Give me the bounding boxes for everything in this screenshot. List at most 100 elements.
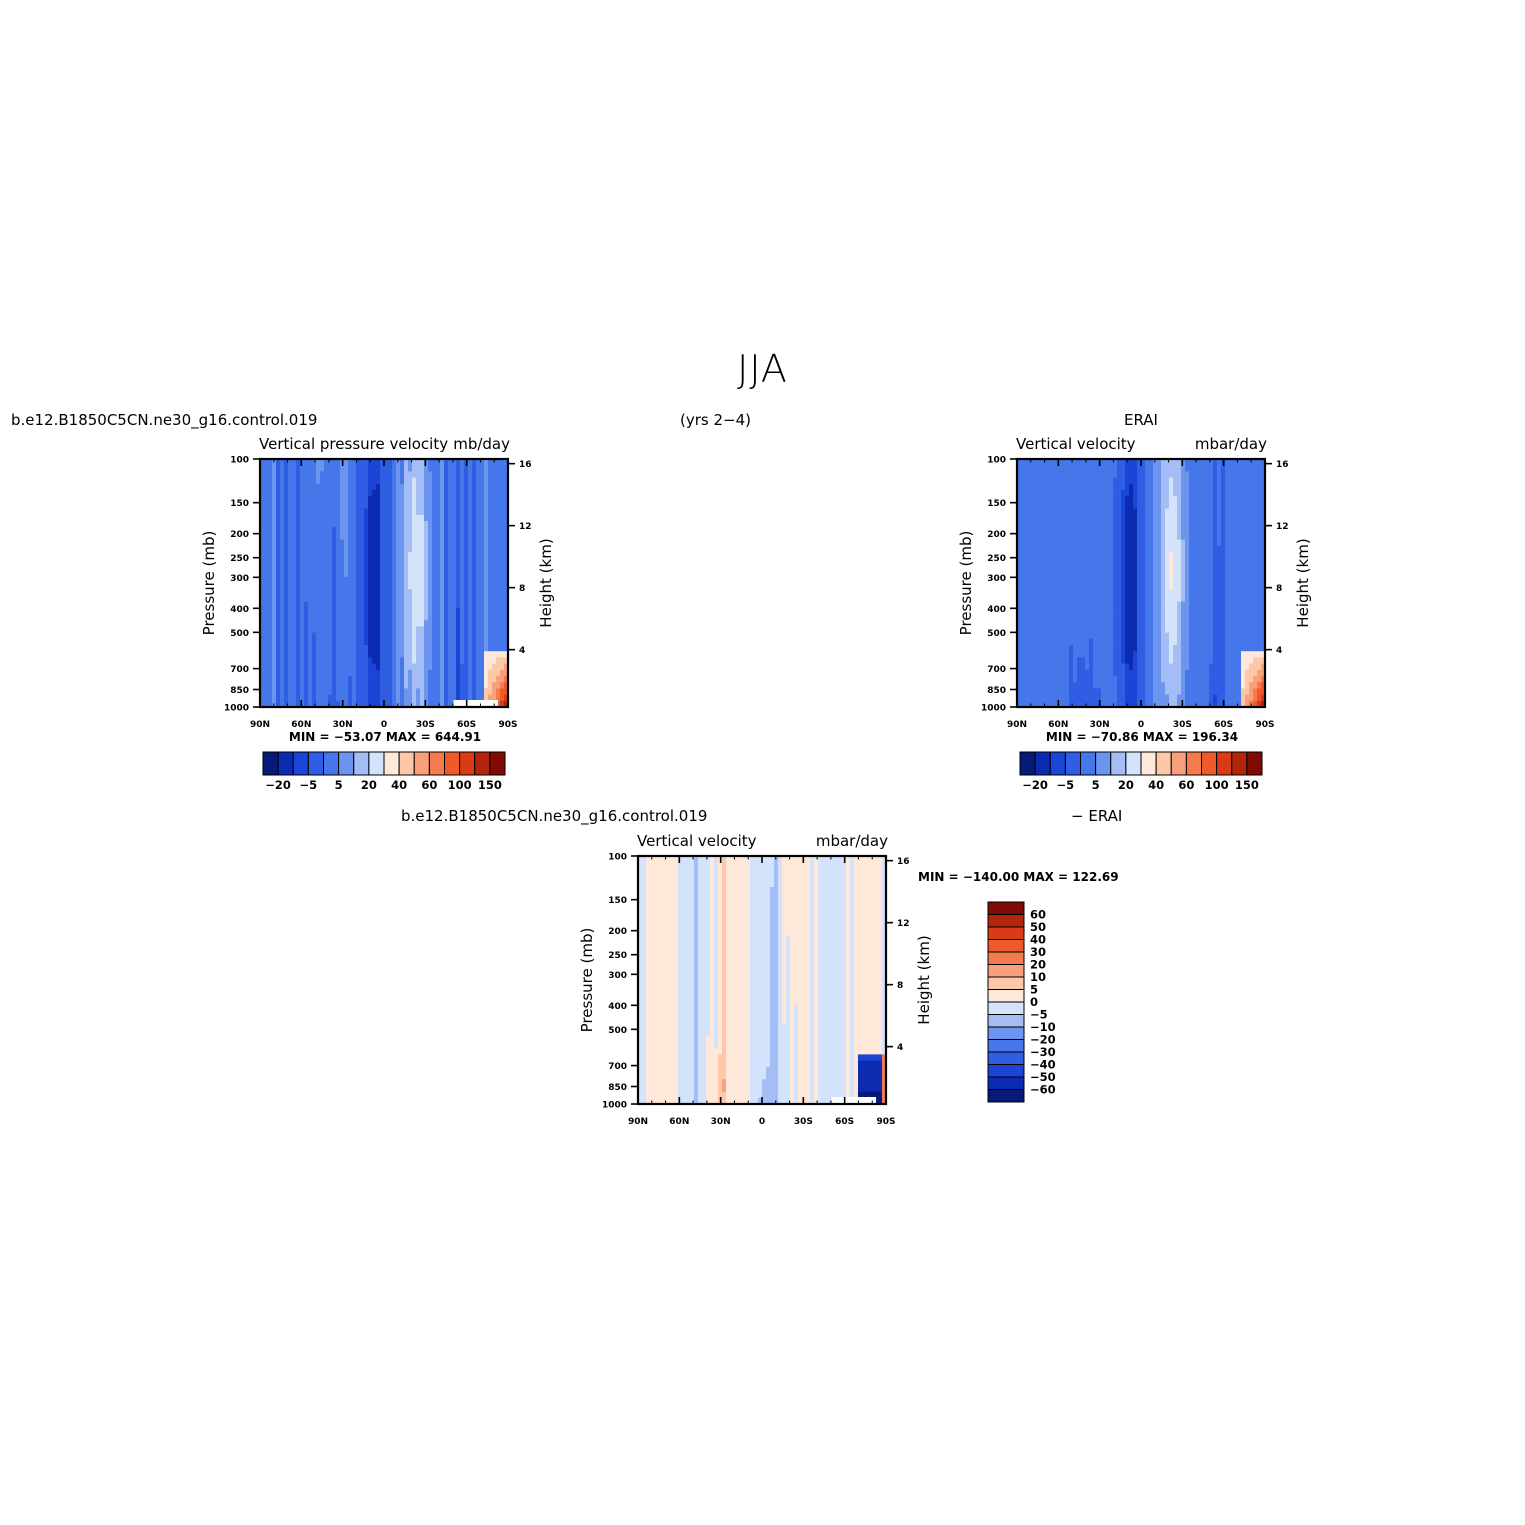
field-cell bbox=[424, 545, 429, 553]
field-cell bbox=[456, 459, 461, 466]
field-cell bbox=[308, 676, 313, 683]
field-cell bbox=[1141, 669, 1146, 677]
field-cell bbox=[372, 645, 377, 652]
field-cell bbox=[416, 527, 421, 534]
field-cell bbox=[420, 514, 425, 522]
field-cell bbox=[400, 638, 405, 646]
field-cell bbox=[1109, 490, 1114, 497]
x-tick-label: 30N bbox=[333, 720, 353, 730]
field-cell bbox=[1177, 601, 1182, 609]
field-cell bbox=[1217, 601, 1222, 609]
field-cell bbox=[484, 558, 489, 565]
field-cell bbox=[452, 465, 457, 472]
field-cell bbox=[1049, 595, 1054, 603]
field-cell bbox=[328, 626, 333, 634]
field-cell bbox=[1029, 564, 1034, 572]
field-cell bbox=[364, 496, 369, 503]
field-cell bbox=[1125, 669, 1130, 677]
field-cell bbox=[376, 663, 381, 671]
field-cell bbox=[328, 533, 333, 541]
field-cell bbox=[376, 545, 381, 553]
field-cell bbox=[488, 521, 493, 528]
field-cell bbox=[268, 545, 273, 553]
field-cell bbox=[1061, 483, 1066, 491]
field-cell bbox=[1221, 595, 1226, 603]
field-cell bbox=[460, 576, 465, 584]
field-cell bbox=[1025, 583, 1030, 590]
field-cell bbox=[380, 570, 385, 578]
field-cell bbox=[388, 496, 393, 503]
field-cell bbox=[1085, 595, 1090, 603]
field-cell bbox=[328, 632, 333, 640]
field-cell bbox=[1029, 589, 1034, 596]
field-cell bbox=[1233, 620, 1238, 627]
field-cell bbox=[1057, 527, 1062, 534]
field-cell bbox=[312, 459, 317, 466]
field-cell bbox=[268, 676, 273, 683]
field-cell bbox=[1157, 508, 1162, 516]
field-cell bbox=[376, 483, 381, 491]
field-cell bbox=[504, 570, 509, 578]
field-cell bbox=[1045, 682, 1050, 689]
field-cell bbox=[1041, 459, 1046, 466]
field-cell bbox=[1077, 669, 1082, 677]
field-cell bbox=[1157, 694, 1162, 702]
field-cell bbox=[1049, 663, 1054, 671]
field-cell bbox=[1041, 514, 1046, 522]
field-cell bbox=[1221, 669, 1226, 677]
field-cell bbox=[1081, 669, 1086, 677]
field-cell bbox=[280, 539, 285, 547]
field-cell bbox=[260, 676, 265, 683]
field-cell bbox=[504, 638, 509, 646]
field-cell bbox=[456, 496, 461, 503]
field-cell bbox=[420, 576, 425, 584]
field-cell bbox=[312, 645, 317, 652]
field-cell bbox=[1029, 645, 1034, 652]
field-cell bbox=[472, 657, 477, 665]
field-cell bbox=[1129, 688, 1134, 696]
field-cell bbox=[1245, 620, 1250, 627]
field-cell bbox=[1073, 465, 1078, 472]
field-cell bbox=[1073, 496, 1078, 503]
field-cell bbox=[1189, 514, 1194, 522]
field-cell bbox=[348, 663, 353, 671]
field-cell bbox=[308, 496, 313, 503]
field-cell bbox=[400, 564, 405, 572]
field-cell bbox=[496, 459, 501, 466]
field-cell bbox=[504, 477, 509, 485]
field-cell bbox=[1021, 514, 1026, 522]
field-cell bbox=[1153, 459, 1158, 466]
field-cell bbox=[1053, 676, 1058, 683]
field-cell bbox=[1097, 570, 1102, 578]
field-cell bbox=[420, 508, 425, 516]
field-cell bbox=[1237, 533, 1242, 541]
field-cell bbox=[1169, 595, 1174, 603]
field-cell bbox=[424, 682, 429, 689]
field-cell bbox=[280, 694, 285, 702]
field-cell bbox=[492, 682, 497, 689]
field-cell bbox=[260, 638, 265, 646]
field-cell bbox=[404, 558, 409, 565]
field-cell bbox=[420, 669, 425, 677]
field-cell bbox=[1209, 564, 1214, 572]
field-cell bbox=[284, 669, 289, 677]
field-cell bbox=[276, 589, 281, 596]
field-cell bbox=[360, 564, 365, 572]
colorbar-swatch bbox=[277, 751, 294, 776]
field-cell bbox=[1069, 676, 1074, 683]
field-cell bbox=[1189, 558, 1194, 565]
field-cell bbox=[404, 595, 409, 603]
field-cell bbox=[316, 688, 321, 696]
field-cell bbox=[396, 657, 401, 665]
field-cell bbox=[1193, 589, 1198, 596]
field-cell bbox=[448, 502, 453, 510]
field-cell bbox=[1121, 514, 1126, 522]
field-cell bbox=[496, 502, 501, 510]
field-cell bbox=[464, 576, 469, 584]
field-cell bbox=[1041, 477, 1046, 485]
field-cell bbox=[480, 645, 485, 652]
field-cell bbox=[1161, 514, 1166, 522]
field-cell bbox=[1017, 601, 1022, 609]
field-cell bbox=[1101, 663, 1106, 671]
field-cell bbox=[1025, 688, 1030, 696]
